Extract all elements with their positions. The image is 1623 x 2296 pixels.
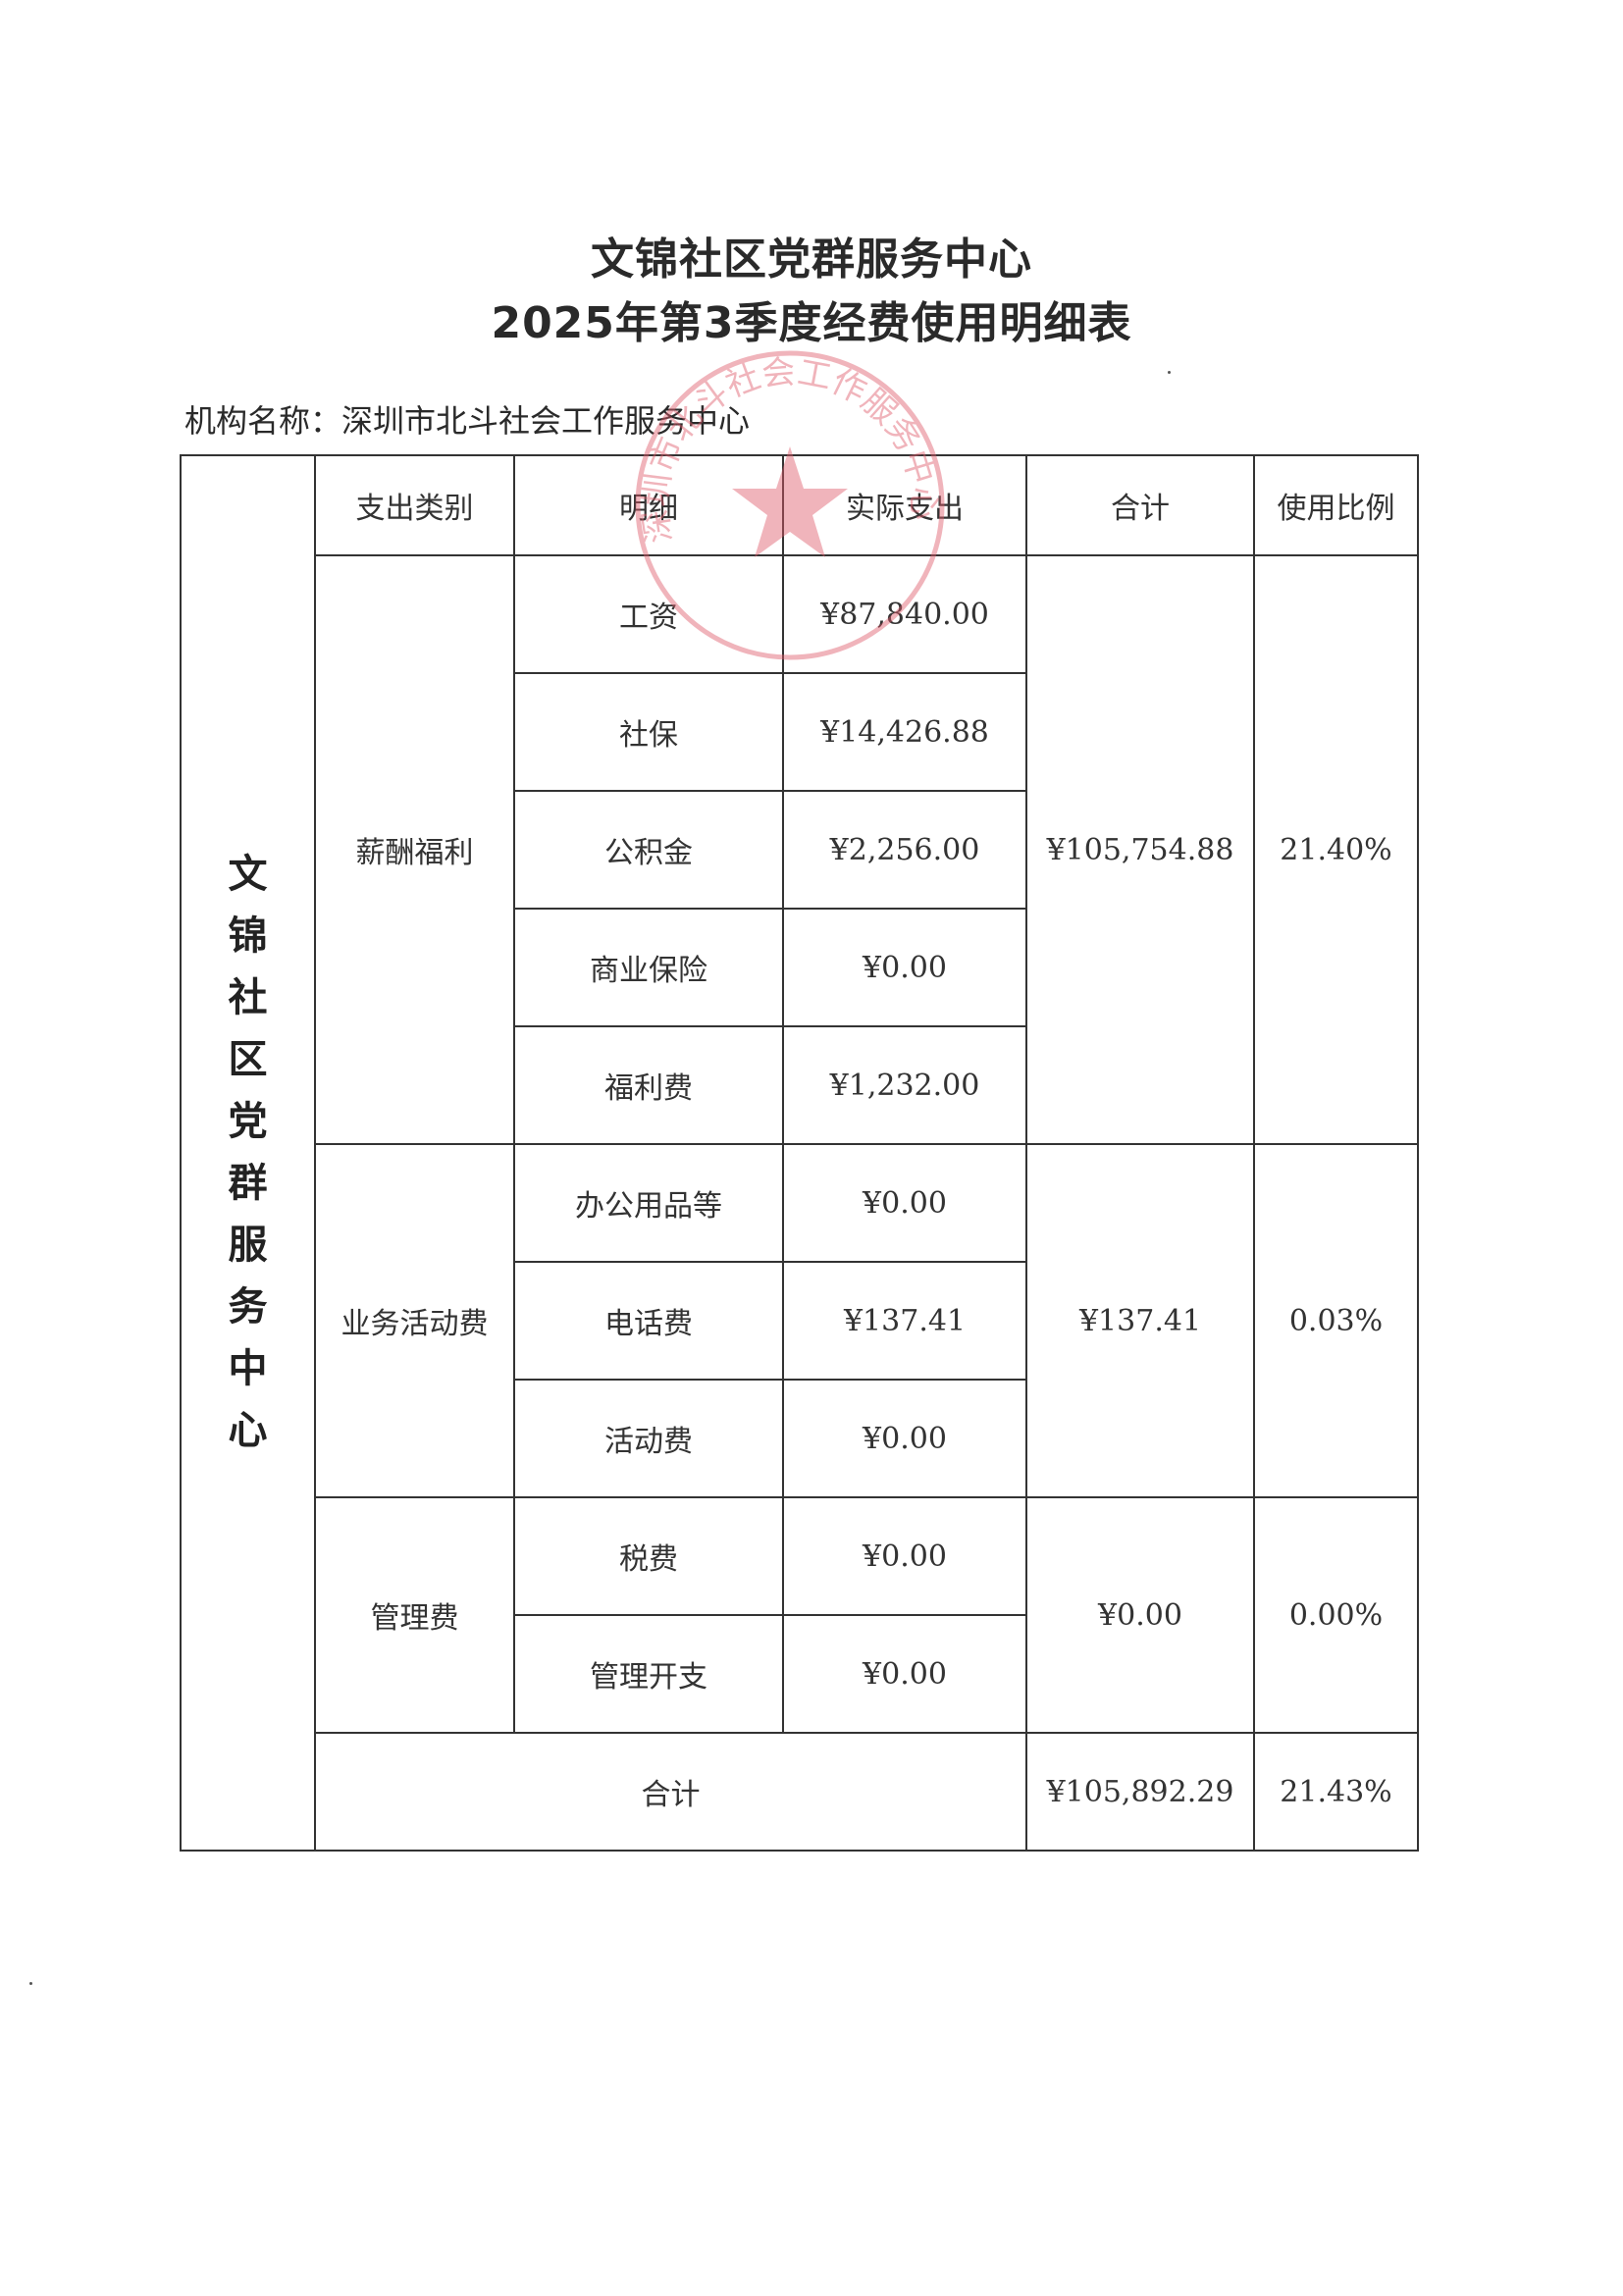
- group-total-cell: ¥137.41: [1025, 1143, 1255, 1498]
- category-cell: 薪酬福利: [314, 554, 515, 1145]
- category-cell: 业务活动费: [314, 1143, 515, 1498]
- detail-cell: 社保: [513, 672, 784, 792]
- header-total: 合计: [1025, 454, 1255, 556]
- group-ratio-cell: 21.40%: [1253, 554, 1419, 1145]
- group-total-cell: ¥105,754.88: [1025, 554, 1255, 1145]
- amount-cell: ¥0.00: [782, 1614, 1027, 1734]
- table-row: 管理费 税费 ¥0.00 ¥0.00 0.00%: [181, 1496, 1419, 1734]
- table-row: 活动费 ¥0.00: [181, 1379, 1418, 1498]
- amount-cell: ¥137.41: [782, 1261, 1027, 1381]
- org-name: 机构名称：深圳市北斗社会工作服务中心: [184, 402, 751, 440]
- grand-total-row: 合计 ¥105,892.29 21.43%: [181, 1732, 1419, 1852]
- detail-cell: 公积金: [513, 790, 784, 910]
- header-row: 文锦社区党群服务中心 支出类别 明细 实际支出 合计 使用比例: [180, 454, 1419, 1852]
- grand-total-ratio: 21.43%: [1253, 1732, 1419, 1852]
- table-row: 公积金 ¥2,256.00: [181, 790, 1418, 910]
- side-label-char: 文: [228, 852, 268, 897]
- table-row: 社保 ¥14,426.88: [181, 672, 1418, 792]
- detail-cell: 商业保险: [513, 908, 784, 1027]
- detail-cell: 福利费: [513, 1025, 784, 1145]
- table-row: 商业保险 ¥0.00: [181, 908, 1418, 1027]
- side-label: 文锦社区党群服务中心: [180, 454, 316, 1852]
- title-line1: 文锦社区党群服务中心: [591, 235, 1032, 285]
- side-label-char: 中: [228, 1346, 268, 1391]
- amount-cell: ¥2,256.00: [782, 790, 1027, 910]
- side-label-char: 服: [228, 1223, 268, 1268]
- header-actual: 实际支出: [782, 454, 1027, 556]
- group-ratio-cell: 0.03%: [1253, 1143, 1419, 1498]
- amount-cell: ¥0.00: [782, 1379, 1027, 1498]
- table-row: 福利费 ¥1,232.00: [181, 1025, 1418, 1145]
- header-category: 支出类别: [314, 454, 515, 556]
- side-label-char: 社: [228, 975, 268, 1020]
- detail-cell: 活动费: [513, 1379, 784, 1498]
- side-label-char: 务: [228, 1284, 268, 1330]
- table-row: 管理开支 ¥0.00: [181, 1614, 1418, 1734]
- header-detail: 明细: [513, 454, 784, 556]
- detail-cell: 电话费: [513, 1261, 784, 1381]
- detail-cell: 工资: [513, 554, 784, 674]
- amount-cell: ¥1,232.00: [782, 1025, 1027, 1145]
- side-label-char: 群: [228, 1161, 268, 1206]
- scan-speck: [29, 1982, 32, 1985]
- scan-speck: [1168, 371, 1171, 374]
- side-label-char: 区: [228, 1037, 268, 1082]
- amount-cell: ¥0.00: [782, 1496, 1027, 1616]
- amount-cell: ¥14,426.88: [782, 672, 1027, 792]
- side-label-char: 锦: [228, 913, 268, 959]
- detail-cell: 办公用品等: [513, 1143, 784, 1263]
- table-row: 业务活动费 办公用品等 ¥0.00 ¥137.41 0.03%: [181, 1143, 1419, 1498]
- amount-cell: ¥87,840.00: [782, 554, 1027, 674]
- grand-total-value: ¥105,892.29: [1025, 1732, 1255, 1852]
- table-row: 薪酬福利 工资 ¥87,840.00 ¥105,754.88 21.40%: [181, 554, 1419, 1145]
- category-cell: 管理费: [314, 1496, 515, 1734]
- group-ratio-cell: 0.00%: [1253, 1496, 1419, 1734]
- table-row: 电话费 ¥137.41: [181, 1261, 1418, 1381]
- amount-cell: ¥0.00: [782, 1143, 1027, 1263]
- title-line2: 2025年第3季度经费使用明细表: [491, 298, 1132, 348]
- detail-cell: 管理开支: [513, 1614, 784, 1734]
- grand-total-label: 合计: [314, 1732, 1027, 1852]
- side-label-char: 心: [228, 1408, 268, 1453]
- group-total-cell: ¥0.00: [1025, 1496, 1255, 1734]
- detail-cell: 税费: [513, 1496, 784, 1616]
- side-label-char: 党: [228, 1099, 268, 1144]
- header-ratio: 使用比例: [1253, 454, 1419, 556]
- amount-cell: ¥0.00: [782, 908, 1027, 1027]
- expense-table: 文锦社区党群服务中心 支出类别 明细 实际支出 合计 使用比例 薪酬福利 工资 ¥8…: [180, 454, 1419, 1852]
